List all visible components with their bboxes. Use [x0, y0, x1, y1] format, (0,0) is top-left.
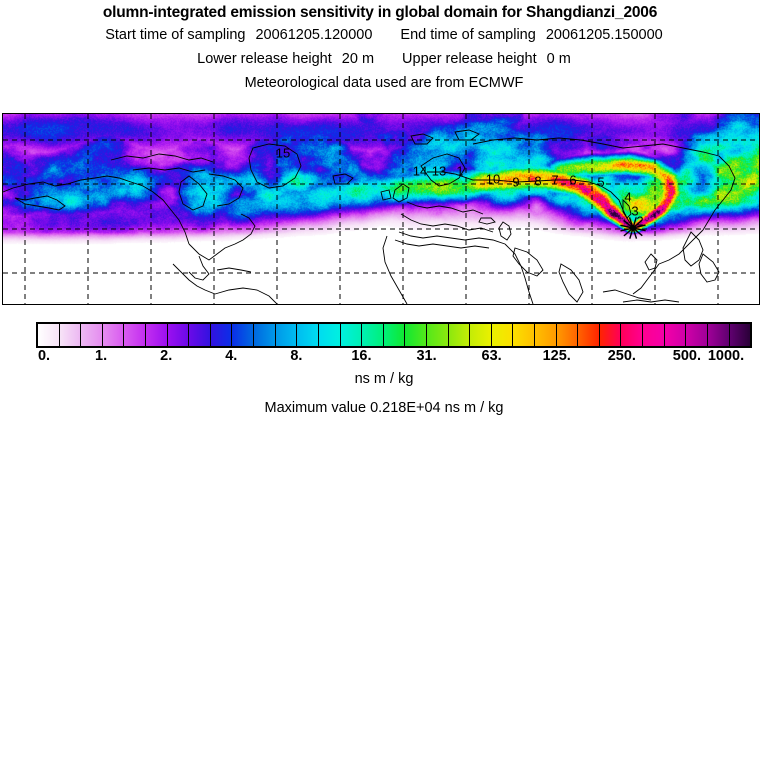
colorbar-segment — [491, 324, 514, 346]
colorbar-tick-10: 500. — [672, 348, 702, 364]
colorbar-segment — [146, 324, 168, 346]
trajectory-day-label: 6 — [569, 172, 577, 188]
colorbar-segment — [686, 324, 708, 346]
lower-height-label: Lower release height — [197, 51, 332, 67]
colorbar-segment — [621, 324, 644, 346]
upper-height-label: Upper release height — [402, 51, 537, 67]
start-time-label: Start time of sampling — [105, 27, 246, 43]
colorbar-tick-0: 0. — [37, 348, 51, 364]
colorbar-segment — [102, 324, 125, 346]
colorbar-segment — [210, 324, 233, 346]
colorbar-segment — [707, 324, 730, 346]
colorbar-tick-6: 31. — [416, 348, 437, 364]
colorbar-tick-8: 125. — [542, 348, 571, 364]
colorbar-segment — [297, 324, 319, 346]
colorbar-container — [36, 322, 752, 348]
meteorology-row: Meteorological data used are from ECMWF — [244, 75, 524, 91]
trajectory-day-label: 15 — [275, 145, 291, 161]
map-plot-area: 15 14 13 1 10 9 8 7 6 5 4 3 2 — [2, 113, 760, 305]
colorbar-segment — [426, 324, 449, 346]
colorbar — [36, 322, 752, 348]
start-time-value: 20061205.120000 — [255, 27, 373, 43]
colorbar-segment — [81, 324, 103, 346]
end-time-value: 20061205.150000 — [545, 27, 663, 43]
end-time-label: End time of sampling — [400, 27, 536, 43]
trajectory-day-label: 13 — [431, 163, 447, 179]
colorbar-segment — [124, 324, 147, 346]
trajectory-day-label: 3 — [631, 203, 639, 219]
plot-header: olumn-integrated emission sensitivity in… — [0, 0, 768, 95]
colorbar-segment — [448, 324, 471, 346]
colorbar-segment — [254, 324, 276, 346]
upper-height-value: 0 m — [546, 51, 571, 67]
maximum-value-label: Maximum value 0.218E+04 ns m / kg — [264, 400, 504, 416]
colorbar-segment — [729, 324, 751, 346]
colorbar-segment — [189, 324, 211, 346]
colorbar-tick-7: 63. — [481, 348, 502, 364]
colorbar-segment — [275, 324, 298, 346]
colorbar-segment — [664, 324, 687, 346]
colorbar-tick-2: 2. — [160, 348, 173, 364]
colorbar-segment — [556, 324, 579, 346]
colorbar-segment — [599, 324, 622, 346]
trajectory-day-label: 10 — [485, 171, 501, 187]
trajectory-day-label: 4 — [624, 189, 632, 205]
trajectory-day-label: 14 — [412, 163, 428, 179]
colorbar-segment — [643, 324, 665, 346]
colorbar-segment — [340, 324, 363, 346]
trajectory-day-label: 1 — [456, 163, 464, 179]
colorbar-segment — [535, 324, 557, 346]
colorbar-segment — [38, 324, 60, 346]
colorbar-tick-9: 250. — [607, 348, 636, 364]
trajectory-day-label: 8 — [534, 173, 542, 189]
colorbar-segment — [362, 324, 384, 346]
colorbar-segment — [232, 324, 255, 346]
colorbar-segment — [59, 324, 82, 346]
colorbar-tick-1: 1. — [95, 348, 108, 364]
sampling-time-row: Start time of sampling 20061205.120000 End… — [0, 23, 768, 47]
colorbar-segment — [578, 324, 600, 346]
colorbar-units-label: ns m / kg — [354, 371, 414, 387]
colorbar-tick-11: 1000. — [707, 348, 745, 364]
colorbar-segment — [383, 324, 406, 346]
trajectory-day-label: 2 — [636, 213, 644, 229]
emission-sensitivity-field — [3, 114, 759, 304]
colorbar-segment — [470, 324, 492, 346]
release-height-row: Lower release height 20 m Upper release he… — [0, 47, 768, 71]
trajectory-day-label: 7 — [551, 172, 559, 188]
colorbar-tick-3: 4. — [225, 348, 238, 364]
colorbar-segment — [405, 324, 427, 346]
lower-height-value: 20 m — [341, 51, 375, 67]
colorbar-tick-labels: 0. 1. 2. 4. 8. 16. 31. 63. 125. 250. 500. 1000. — [0, 348, 768, 368]
colorbar-segment — [513, 324, 536, 346]
colorbar-tick-4: 8. — [290, 348, 303, 364]
trajectory-day-label: 9 — [512, 174, 520, 190]
colorbar-segment — [318, 324, 341, 346]
trajectory-day-label: 5 — [597, 174, 605, 190]
page-title: olumn-integrated emission sensitivity in… — [102, 4, 658, 21]
colorbar-segment — [167, 324, 190, 346]
colorbar-tick-5: 16. — [351, 348, 372, 364]
